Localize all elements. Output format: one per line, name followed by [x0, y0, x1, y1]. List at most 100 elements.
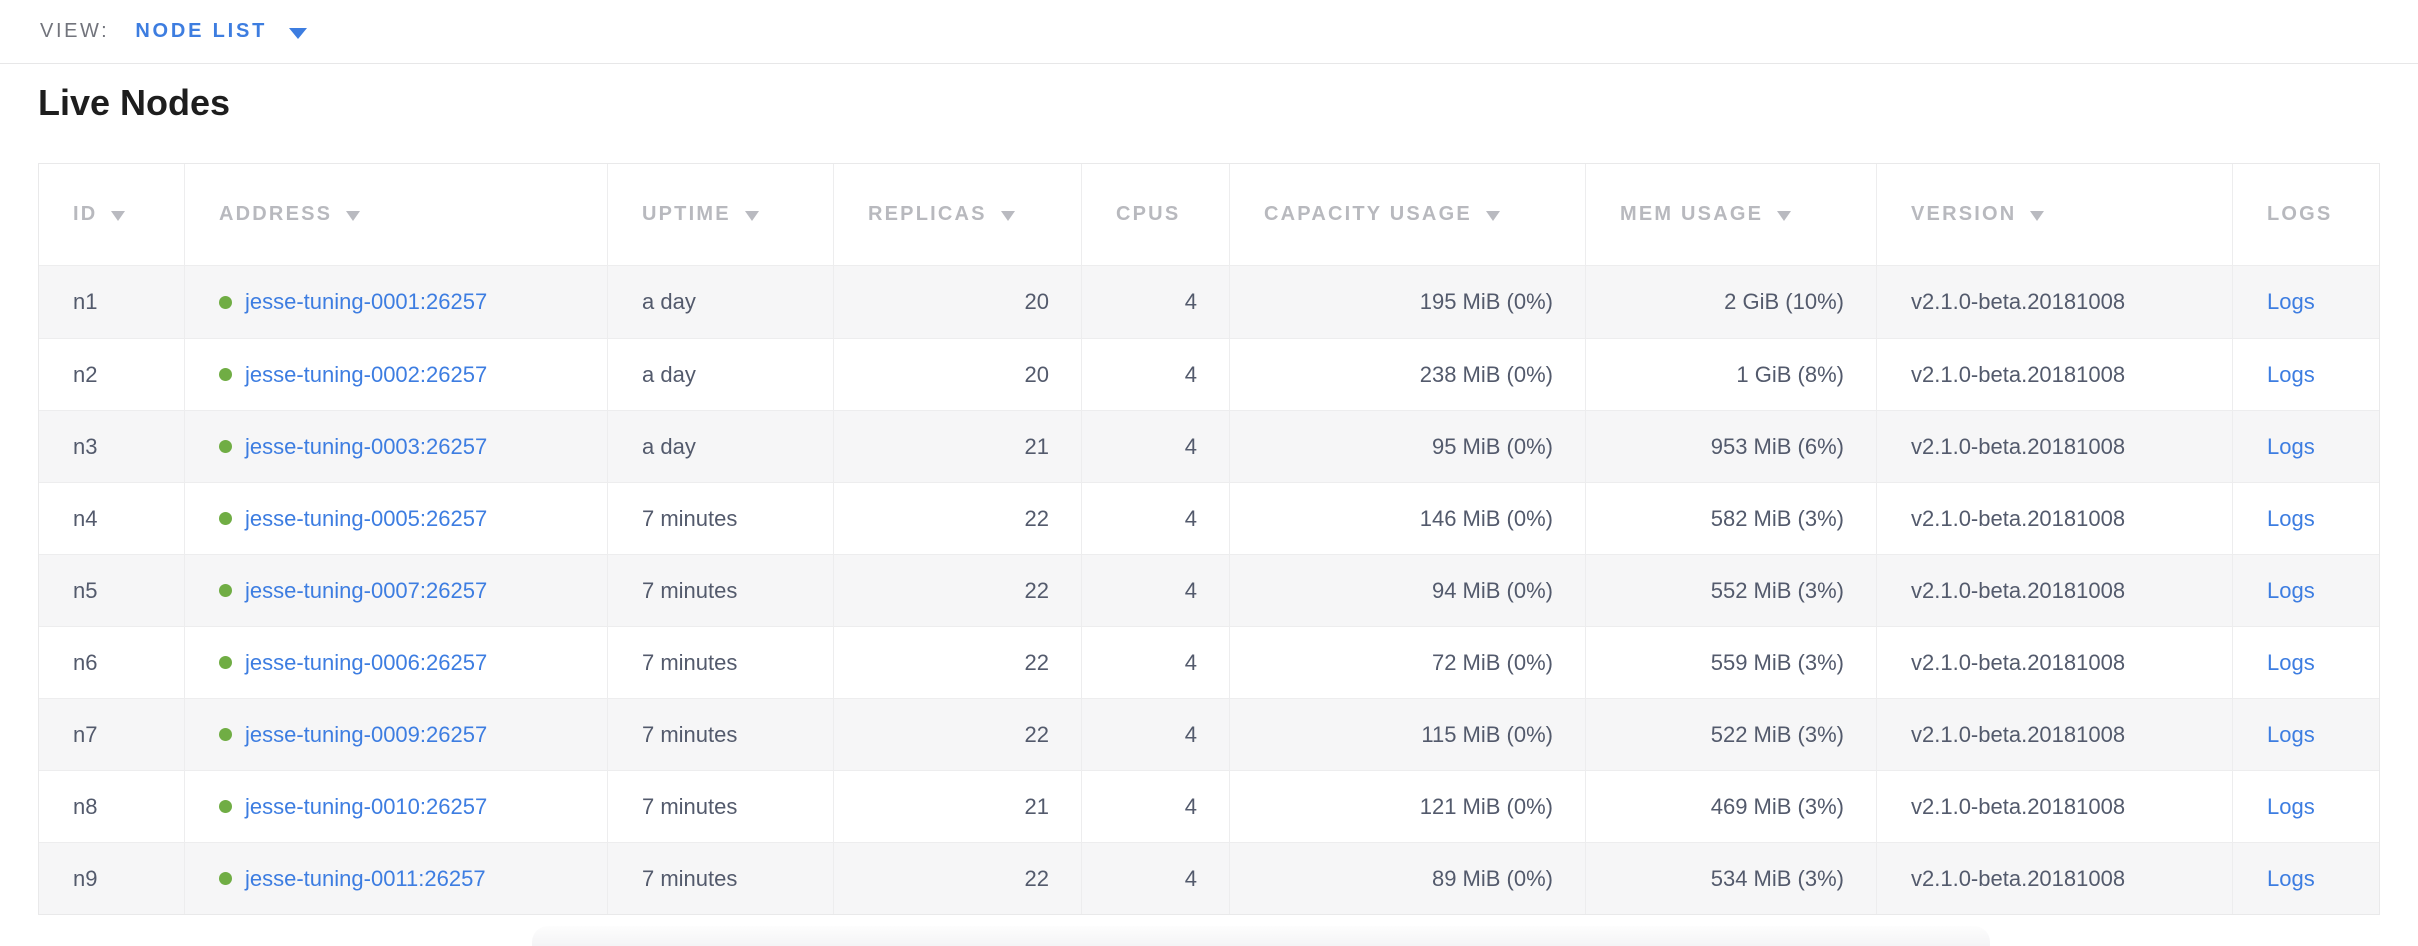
- cell-version: v2.1.0-beta.20181008: [1877, 771, 2233, 842]
- logs-link[interactable]: Logs: [2267, 361, 2315, 387]
- column-header-id[interactable]: ID: [39, 164, 185, 265]
- logs-link[interactable]: Logs: [2267, 577, 2315, 603]
- cell-cpus: 4: [1082, 483, 1230, 554]
- cell-uptime: 7 minutes: [608, 483, 834, 554]
- cell-mem-usage: 522 MiB (3%): [1586, 699, 1877, 770]
- cell-replicas: 22: [834, 699, 1082, 770]
- cell-node-id: n3: [39, 411, 185, 482]
- logs-link[interactable]: Logs: [2267, 865, 2315, 891]
- node-address-link[interactable]: jesse-tuning-0009:26257: [245, 721, 488, 747]
- cell-cpus: 4: [1082, 699, 1230, 770]
- logs-link[interactable]: Logs: [2267, 793, 2315, 819]
- sort-desc-icon: [111, 210, 126, 221]
- column-header-label: LOGS: [2267, 203, 2333, 225]
- cell-capacity-usage: 89 MiB (0%): [1230, 843, 1586, 914]
- cell-mem-usage: 534 MiB (3%): [1586, 843, 1877, 914]
- column-header-uptime[interactable]: UPTIME: [608, 164, 834, 265]
- view-dropdown-value: NODE LIST: [135, 20, 268, 42]
- column-header-capacity-usage[interactable]: CAPACITY USAGE: [1230, 164, 1586, 265]
- cell-uptime: a day: [608, 411, 834, 482]
- cell-address: jesse-tuning-0011:26257: [185, 843, 608, 914]
- cell-replicas: 22: [834, 555, 1082, 626]
- cell-uptime: 7 minutes: [608, 555, 834, 626]
- table-row: n3 jesse-tuning-0003:26257 a day 21 4 95…: [39, 410, 2379, 482]
- table-header-row: ID ADDRESS UPTIME REPLICAS CPUS CAPACITY…: [39, 164, 2379, 266]
- cell-mem-usage: 582 MiB (3%): [1586, 483, 1877, 554]
- cell-logs: Logs: [2233, 699, 2379, 770]
- cell-node-id: n9: [39, 843, 185, 914]
- cell-uptime: 7 minutes: [608, 843, 834, 914]
- view-label: VIEW:: [40, 20, 110, 42]
- cell-mem-usage: 559 MiB (3%): [1586, 627, 1877, 698]
- cell-cpus: 4: [1082, 627, 1230, 698]
- cell-logs: Logs: [2233, 771, 2379, 842]
- column-header-label: ADDRESS: [219, 203, 333, 225]
- sort-desc-icon: [1000, 210, 1015, 221]
- column-header-label: MEM USAGE: [1620, 203, 1764, 225]
- node-live-status-icon: [219, 440, 232, 453]
- view-toolbar: VIEW: NODE LIST: [0, 0, 2418, 64]
- cell-logs: Logs: [2233, 266, 2379, 338]
- cell-version: v2.1.0-beta.20181008: [1877, 483, 2233, 554]
- cell-uptime: a day: [608, 266, 834, 338]
- cell-logs: Logs: [2233, 843, 2379, 914]
- cell-cpus: 4: [1082, 266, 1230, 338]
- node-live-status-icon: [219, 728, 232, 741]
- cell-mem-usage: 2 GiB (10%): [1586, 266, 1877, 338]
- logs-link[interactable]: Logs: [2267, 721, 2315, 747]
- table-row: n1 jesse-tuning-0001:26257 a day 20 4 19…: [39, 266, 2379, 338]
- column-header-address[interactable]: ADDRESS: [185, 164, 608, 265]
- table-row: n5 jesse-tuning-0007:26257 7 minutes 22 …: [39, 554, 2379, 626]
- live-nodes-table: ID ADDRESS UPTIME REPLICAS CPUS CAPACITY…: [38, 163, 2380, 915]
- cell-capacity-usage: 195 MiB (0%): [1230, 266, 1586, 338]
- cell-mem-usage: 552 MiB (3%): [1586, 555, 1877, 626]
- column-header-label: VERSION: [1911, 203, 2017, 225]
- cell-version: v2.1.0-beta.20181008: [1877, 627, 2233, 698]
- node-address-link[interactable]: jesse-tuning-0011:26257: [245, 865, 486, 891]
- cell-logs: Logs: [2233, 627, 2379, 698]
- node-live-status-icon: [219, 295, 232, 309]
- cell-replicas: 20: [834, 266, 1082, 338]
- column-header-version[interactable]: VERSION: [1877, 164, 2233, 265]
- logs-link[interactable]: Logs: [2267, 289, 2315, 314]
- cell-cpus: 4: [1082, 771, 1230, 842]
- node-address-link[interactable]: jesse-tuning-0006:26257: [245, 649, 488, 675]
- cell-mem-usage: 469 MiB (3%): [1586, 771, 1877, 842]
- cell-address: jesse-tuning-0005:26257: [185, 483, 608, 554]
- cell-capacity-usage: 121 MiB (0%): [1230, 771, 1586, 842]
- cell-node-id: n4: [39, 483, 185, 554]
- view-dropdown[interactable]: NODE LIST: [135, 20, 308, 43]
- table-row: n7 jesse-tuning-0009:26257 7 minutes 22 …: [39, 698, 2379, 770]
- node-live-status-icon: [219, 584, 232, 597]
- cell-replicas: 20: [834, 339, 1082, 410]
- cell-replicas: 21: [834, 771, 1082, 842]
- node-live-status-icon: [219, 368, 232, 381]
- table-row: n4 jesse-tuning-0005:26257 7 minutes 22 …: [39, 482, 2379, 554]
- node-address-link[interactable]: jesse-tuning-0002:26257: [245, 361, 488, 387]
- cell-capacity-usage: 238 MiB (0%): [1230, 339, 1586, 410]
- cell-address: jesse-tuning-0010:26257: [185, 771, 608, 842]
- node-address-link[interactable]: jesse-tuning-0001:26257: [245, 289, 488, 314]
- node-address-link[interactable]: jesse-tuning-0007:26257: [245, 577, 488, 603]
- cell-version: v2.1.0-beta.20181008: [1877, 266, 2233, 338]
- node-address-link[interactable]: jesse-tuning-0003:26257: [245, 433, 488, 459]
- logs-link[interactable]: Logs: [2267, 505, 2315, 531]
- column-header-replicas[interactable]: REPLICAS: [834, 164, 1082, 265]
- cell-capacity-usage: 115 MiB (0%): [1230, 699, 1586, 770]
- cell-logs: Logs: [2233, 555, 2379, 626]
- cell-replicas: 22: [834, 483, 1082, 554]
- cell-address: jesse-tuning-0007:26257: [185, 555, 608, 626]
- column-header-mem-usage[interactable]: MEM USAGE: [1586, 164, 1877, 265]
- node-address-link[interactable]: jesse-tuning-0010:26257: [245, 793, 488, 819]
- table-row: n6 jesse-tuning-0006:26257 7 minutes 22 …: [39, 626, 2379, 698]
- logs-link[interactable]: Logs: [2267, 649, 2315, 675]
- node-live-status-icon: [219, 512, 232, 525]
- cell-version: v2.1.0-beta.20181008: [1877, 843, 2233, 914]
- node-address-link[interactable]: jesse-tuning-0005:26257: [245, 505, 488, 531]
- cell-node-id: n2: [39, 339, 185, 410]
- logs-link[interactable]: Logs: [2267, 433, 2315, 459]
- cell-node-id: n6: [39, 627, 185, 698]
- cell-logs: Logs: [2233, 483, 2379, 554]
- bottom-panel-edge: [532, 926, 1990, 946]
- cell-replicas: 22: [834, 843, 1082, 914]
